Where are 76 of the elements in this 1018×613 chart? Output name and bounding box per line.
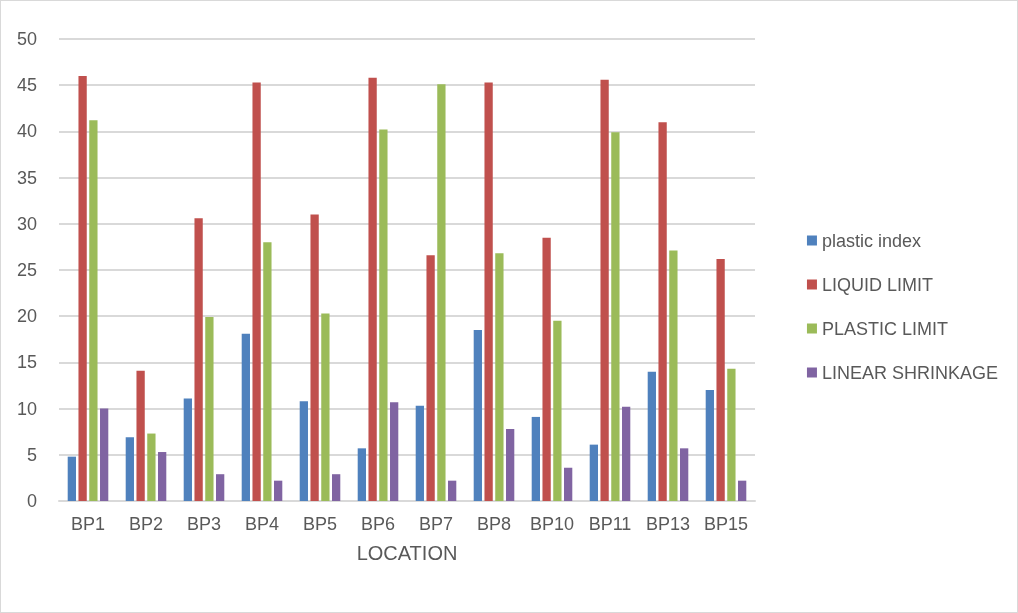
y-tick-label: 35 [16,167,37,188]
x-tick-label: BP7 [418,514,454,534]
bar [437,84,446,501]
legend-label: LINEAR SHRINKAGE [821,362,998,383]
bar [357,448,366,501]
bar [78,75,87,501]
bar [100,408,109,501]
legend-label: plastic index [821,230,922,251]
y-tick-label: 20 [16,306,37,327]
bar [136,370,145,501]
bar [506,428,515,501]
x-tick-label: BP3 [186,514,222,534]
bar [158,452,167,501]
bar [390,402,399,501]
bar [332,474,341,501]
bar [589,444,598,501]
bar [564,467,573,501]
bar [680,448,689,501]
bar [147,433,156,501]
bar [553,320,562,501]
x-tick-label: BP13 [645,514,691,534]
x-tick-label: BP4 [244,514,280,534]
legend-label: PLASTIC LIMIT [821,318,948,339]
bar [310,214,319,501]
x-tick-label: BP5 [302,514,338,534]
bar [263,242,272,501]
bar [274,480,283,501]
y-tick-label: 50 [16,29,37,49]
bar [611,132,620,501]
bar [484,82,493,501]
y-tick-label: 0 [26,491,37,511]
y-tick-label: 15 [16,352,37,373]
bar [647,371,656,501]
bar [448,480,457,501]
y-tick-label: 25 [16,260,37,280]
x-axis-title: LOCATION [356,542,458,564]
bar [67,456,76,501]
bar [531,416,540,501]
bar [299,401,308,501]
bar [495,253,504,501]
x-tick-label: BP10 [529,514,575,534]
x-tick-label: BP1 [70,514,106,534]
bar [89,120,98,501]
bar [252,82,261,501]
bar [216,474,225,501]
bar [321,313,330,501]
bar [125,437,134,501]
bar [542,237,551,501]
bar [241,333,250,501]
bar [415,405,424,501]
bar [205,317,214,501]
bar [426,255,435,501]
bar [716,258,725,501]
bar [705,390,714,501]
bar [738,480,747,501]
bar [600,79,609,501]
x-tick-label: BP2 [128,514,164,534]
bar [379,129,388,501]
bar [669,250,678,501]
y-tick-label: 10 [16,398,37,419]
y-tick-label: 5 [26,444,37,465]
bar [368,77,377,501]
bar [727,368,736,501]
x-tick-label: BP15 [703,514,749,534]
y-tick-label: 45 [16,75,37,96]
bar [194,218,203,501]
x-tick-label: BP11 [588,514,632,534]
x-tick-label: BP8 [476,514,512,534]
legend-label: LIQUID LIMIT [821,274,933,295]
y-tick-label: 40 [16,121,37,142]
bar [183,398,192,501]
y-tick-label: 30 [16,213,37,234]
x-tick-label: BP6 [360,514,396,534]
bar [658,122,667,501]
bar [473,330,482,501]
bar [622,406,631,501]
